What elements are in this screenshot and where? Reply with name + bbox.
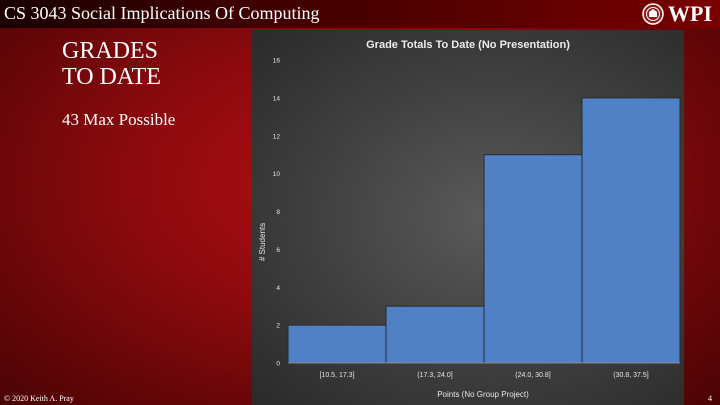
wpi-logo: WPI <box>642 2 712 26</box>
y-tick-label: 0 <box>276 361 280 368</box>
chart-title: Grade Totals To Date (No Presentation) <box>366 39 570 51</box>
y-axis-title: # Students <box>258 223 267 261</box>
bar-4 <box>581 97 681 364</box>
y-tick-label: 10 <box>273 171 281 178</box>
y-tick-label: 14 <box>273 95 281 102</box>
wpi-logo-text: WPI <box>668 1 712 26</box>
bar-1 <box>287 324 387 364</box>
max-possible-text: 43 Max Possible <box>62 110 176 129</box>
x-axis-title: Points (No Group Project) <box>437 390 529 399</box>
copyright-text: © 2020 Keith A. Pray <box>4 394 74 403</box>
y-tick-label: 2 <box>276 323 280 330</box>
slide-title-line-1: GRADES <box>62 38 159 64</box>
y-tick-label: 4 <box>276 285 280 292</box>
y-tick-label: 8 <box>276 209 280 216</box>
y-tick-label: 6 <box>276 247 280 254</box>
course-title: CS 3043 Social Implications Of Computing <box>4 3 320 23</box>
x-category-label: (24.0, 30.8] <box>515 372 550 379</box>
x-category-label: (17.3, 24.0] <box>417 372 452 379</box>
chart-panel: Grade Totals To Date (No Presentation) #… <box>252 30 684 405</box>
slide-title-line-2: TO DATE <box>62 64 161 90</box>
header-bar: CS 3043 Social Implications Of Computing… <box>0 0 720 28</box>
x-category-label: [10.5, 17.3] <box>319 372 354 379</box>
bars-group <box>287 97 681 364</box>
histogram-chart: Grade Totals To Date (No Presentation) #… <box>258 39 681 399</box>
x-category-label: (30.8, 37.5] <box>613 372 648 379</box>
bar-3 <box>483 154 583 364</box>
y-tick-label: 16 <box>273 58 281 65</box>
slide-title: GRADES TO DATE <box>62 38 161 90</box>
y-tick-label: 12 <box>273 133 281 140</box>
y-ticks-group: 0 2 4 6 8 10 12 14 16 <box>273 58 281 368</box>
wpi-seal-icon <box>642 3 664 25</box>
x-categories-group: [10.5, 17.3] (17.3, 24.0] (24.0, 30.8] (30.… <box>319 372 648 379</box>
bar-2 <box>385 305 485 364</box>
page-number: 4 <box>708 394 712 403</box>
